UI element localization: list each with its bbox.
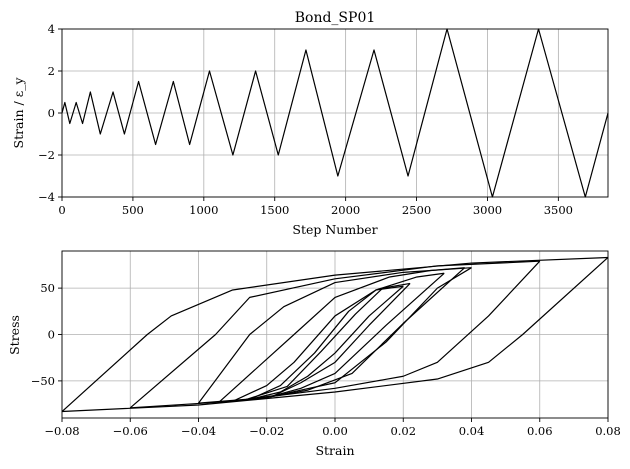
axis-ticks: −0.08 −0.06 −0.04 −0.02 0.00 0.02 0.04 0.06 0.08… (31, 281, 621, 438)
chart-strain-history: 0 500 1000 1500 2000 2500 3000 3500 −4 −2 0 2 4 Bond… (11, 10, 609, 237)
x-tick-label: 1000 (189, 203, 218, 217)
series-group (61, 28, 609, 198)
y-tick-label: 0 (48, 106, 55, 120)
y-tick-label: 4 (48, 22, 55, 36)
series-line-1 (249, 285, 404, 400)
series-line-13 (61, 256, 609, 412)
x-axis-label: Strain (315, 443, 354, 458)
y-tick-label: −2 (38, 148, 55, 162)
x-tick-label: −0.04 (181, 424, 216, 438)
x-tick-label: 0 (58, 203, 65, 217)
x-tick-label: −0.02 (249, 424, 284, 438)
chart-stress-strain: −0.08 −0.06 −0.04 −0.02 0.00 0.02 0.04 0.06 0.08… (7, 250, 621, 458)
y-tick-label: 0 (48, 328, 55, 342)
y-tick-label: 50 (40, 281, 55, 295)
y-tick-label: −4 (38, 190, 55, 204)
y-tick-label: 2 (48, 64, 55, 78)
grid (61, 28, 608, 198)
x-tick-label: 0.04 (459, 424, 485, 438)
series-line-5 (232, 272, 445, 402)
x-tick-label: 3500 (544, 203, 573, 217)
series-line-9 (198, 267, 472, 404)
series-line-12 (61, 257, 609, 413)
x-tick-label: −0.08 (44, 424, 79, 438)
x-tick-label: 500 (122, 203, 144, 217)
x-axis-label: Step Number (292, 222, 377, 237)
x-tick-label: −0.06 (113, 424, 148, 438)
y-axis-label: Stress (7, 315, 22, 355)
x-tick-label: 0.06 (527, 424, 553, 438)
x-tick-label: 0.08 (595, 424, 621, 438)
series-line-3 (246, 282, 411, 401)
y-axis-label: Strain / ε_y (11, 77, 26, 149)
x-tick-label: 2000 (331, 203, 360, 217)
series-group (61, 256, 609, 413)
x-tick-label: 0.00 (322, 424, 348, 438)
x-tick-label: 0.02 (390, 424, 416, 438)
chart-title: Bond_SP01 (295, 10, 376, 26)
axis-ticks: 0 500 1000 1500 2000 2500 3000 3500 −4 −2 0 2 4 (38, 22, 573, 217)
x-tick-label: 1500 (260, 203, 289, 217)
x-tick-label: 2500 (402, 203, 431, 217)
y-tick-label: −50 (31, 374, 55, 388)
series-line-0 (61, 28, 609, 198)
series-line-0 (249, 285, 404, 401)
x-tick-label: 3000 (473, 203, 502, 217)
